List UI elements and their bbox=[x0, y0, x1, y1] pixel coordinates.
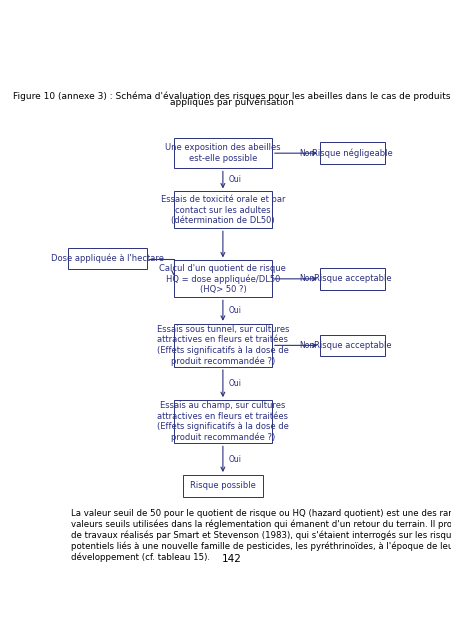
Text: appliqués par pulvérisation: appliqués par pulvérisation bbox=[169, 98, 293, 108]
FancyBboxPatch shape bbox=[68, 248, 147, 269]
Text: Dose appliquée à l'hectare: Dose appliquée à l'hectare bbox=[51, 254, 163, 264]
Text: Oui: Oui bbox=[228, 306, 241, 315]
FancyBboxPatch shape bbox=[319, 335, 384, 356]
Text: Risque acceptable: Risque acceptable bbox=[313, 275, 391, 284]
Text: Oui: Oui bbox=[228, 175, 241, 184]
FancyBboxPatch shape bbox=[174, 191, 272, 228]
Text: Essais au champ, sur cultures
attractives en fleurs et traitées
(Effets signific: Essais au champ, sur cultures attractive… bbox=[156, 401, 288, 442]
Text: La valeur seuil de 50 pour le quotient de risque ou HQ (hazard quotient) est une: La valeur seuil de 50 pour le quotient d… bbox=[70, 509, 451, 562]
FancyBboxPatch shape bbox=[182, 475, 262, 497]
Text: Risque négligeable: Risque négligeable bbox=[312, 148, 392, 158]
Text: Essais sous tunnel, sur cultures
attractives en fleurs et traitées
(Effets signi: Essais sous tunnel, sur cultures attract… bbox=[156, 325, 289, 366]
FancyBboxPatch shape bbox=[174, 138, 272, 168]
Text: Non: Non bbox=[298, 148, 313, 157]
Text: Risque possible: Risque possible bbox=[189, 481, 255, 490]
FancyBboxPatch shape bbox=[319, 142, 384, 164]
Text: Oui: Oui bbox=[228, 379, 241, 388]
Text: Figure 10 (annexe 3) : Schéma d'évaluation des risques pour les abeilles dans le: Figure 10 (annexe 3) : Schéma d'évaluati… bbox=[13, 92, 449, 101]
Text: Oui: Oui bbox=[228, 454, 241, 464]
Text: Essais de toxicité orale et par
contact sur les adultes
(détermination de DL50): Essais de toxicité orale et par contact … bbox=[160, 195, 285, 225]
Text: Risque acceptable: Risque acceptable bbox=[313, 341, 391, 350]
Text: Non: Non bbox=[298, 341, 313, 350]
Text: Une exposition des abeilles
est-elle possible: Une exposition des abeilles est-elle pos… bbox=[165, 143, 280, 163]
FancyBboxPatch shape bbox=[174, 260, 272, 298]
FancyBboxPatch shape bbox=[174, 324, 272, 367]
Text: 142: 142 bbox=[221, 554, 241, 564]
Text: Non: Non bbox=[298, 275, 313, 284]
FancyBboxPatch shape bbox=[174, 400, 272, 444]
FancyBboxPatch shape bbox=[319, 268, 384, 290]
Text: Calcul d'un quotient de risque
HQ = dose appliquée/DL50
(HQ> 50 ?): Calcul d'un quotient de risque HQ = dose… bbox=[159, 264, 285, 294]
